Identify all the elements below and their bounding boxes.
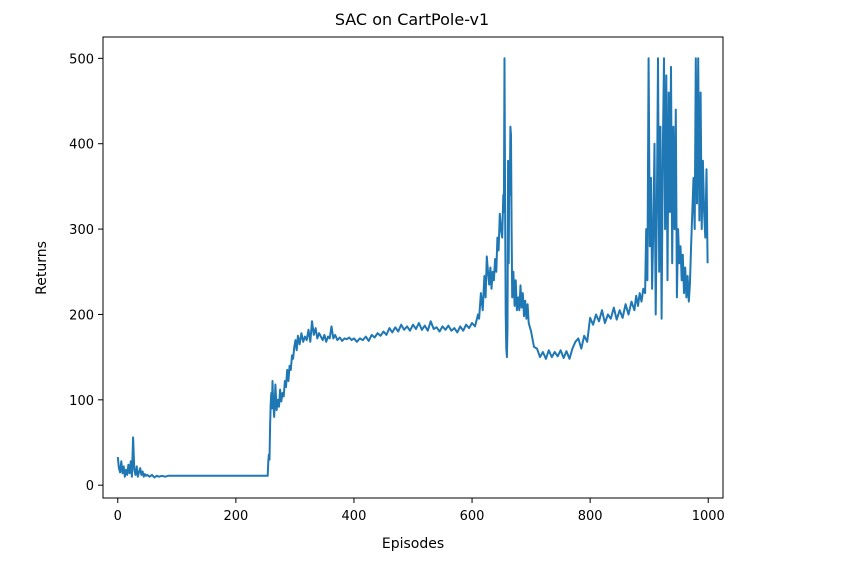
- x-tick-label: 1000: [692, 509, 725, 524]
- plot-area: [116, 57, 709, 479]
- y-tick-label: 100: [69, 394, 94, 409]
- x-axis-ticks: 0 200 400 600 800 1000: [114, 498, 725, 524]
- x-tick-label: 0: [114, 509, 122, 524]
- x-axis-label: Episodes: [382, 536, 444, 552]
- y-axis-label: Returns: [34, 241, 50, 295]
- x-tick-label: 400: [342, 509, 367, 524]
- y-axis-ticks: 0 100 200 300 400 500: [69, 52, 103, 494]
- y-tick-label: 200: [69, 308, 94, 323]
- y-tick-label: 400: [69, 138, 94, 153]
- x-tick-label: 800: [578, 509, 603, 524]
- chart-title: SAC on CartPole-v1: [335, 10, 489, 29]
- x-tick-label: 200: [223, 509, 248, 524]
- y-tick-label: 500: [69, 52, 94, 67]
- series-line-0: [116, 57, 709, 479]
- y-tick-label: 300: [69, 223, 94, 238]
- y-tick-label: 0: [86, 479, 94, 494]
- plot-frame: [102, 36, 724, 499]
- x-tick-label: 600: [460, 509, 485, 524]
